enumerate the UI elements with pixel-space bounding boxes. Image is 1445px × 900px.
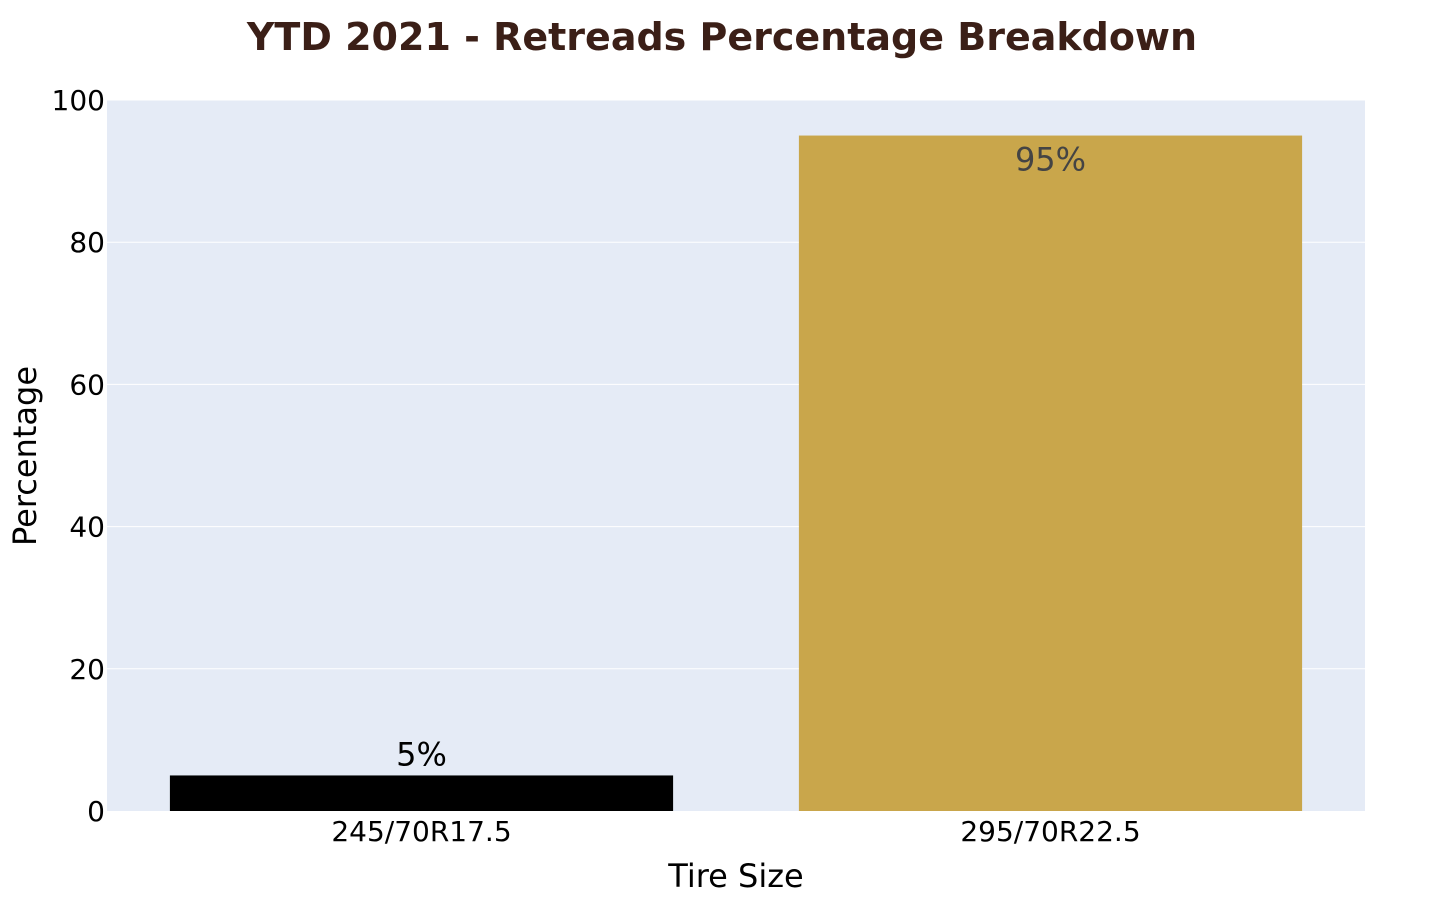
- x-tick-label: 245/70R17.5: [331, 815, 511, 848]
- data-label: 95%: [1015, 141, 1086, 179]
- bars: [169, 135, 1303, 812]
- x-tick-label: 295/70R22.5: [960, 815, 1140, 848]
- y-tick-label: 100: [52, 84, 105, 117]
- y-tick-label: 0: [87, 795, 105, 828]
- y-axis-title: Percentage: [6, 366, 44, 546]
- data-labels: 5% 95%: [396, 141, 1086, 774]
- x-axis-ticks: 245/70R17.5 295/70R22.5: [331, 815, 1140, 848]
- y-tick-label: 80: [69, 226, 105, 259]
- data-label: 5%: [396, 735, 447, 773]
- y-tick-label: 60: [69, 368, 105, 401]
- bar[interactable]: [798, 135, 1303, 812]
- y-axis-ticks: 0 20 40 60 80 100: [52, 84, 105, 828]
- chart-title: YTD 2021 - Retreads Percentage Breakdown: [246, 15, 1197, 59]
- x-axis-title: Tire Size: [667, 857, 803, 895]
- y-tick-label: 40: [69, 511, 105, 544]
- bar[interactable]: [169, 775, 674, 811]
- y-tick-label: 20: [69, 653, 105, 686]
